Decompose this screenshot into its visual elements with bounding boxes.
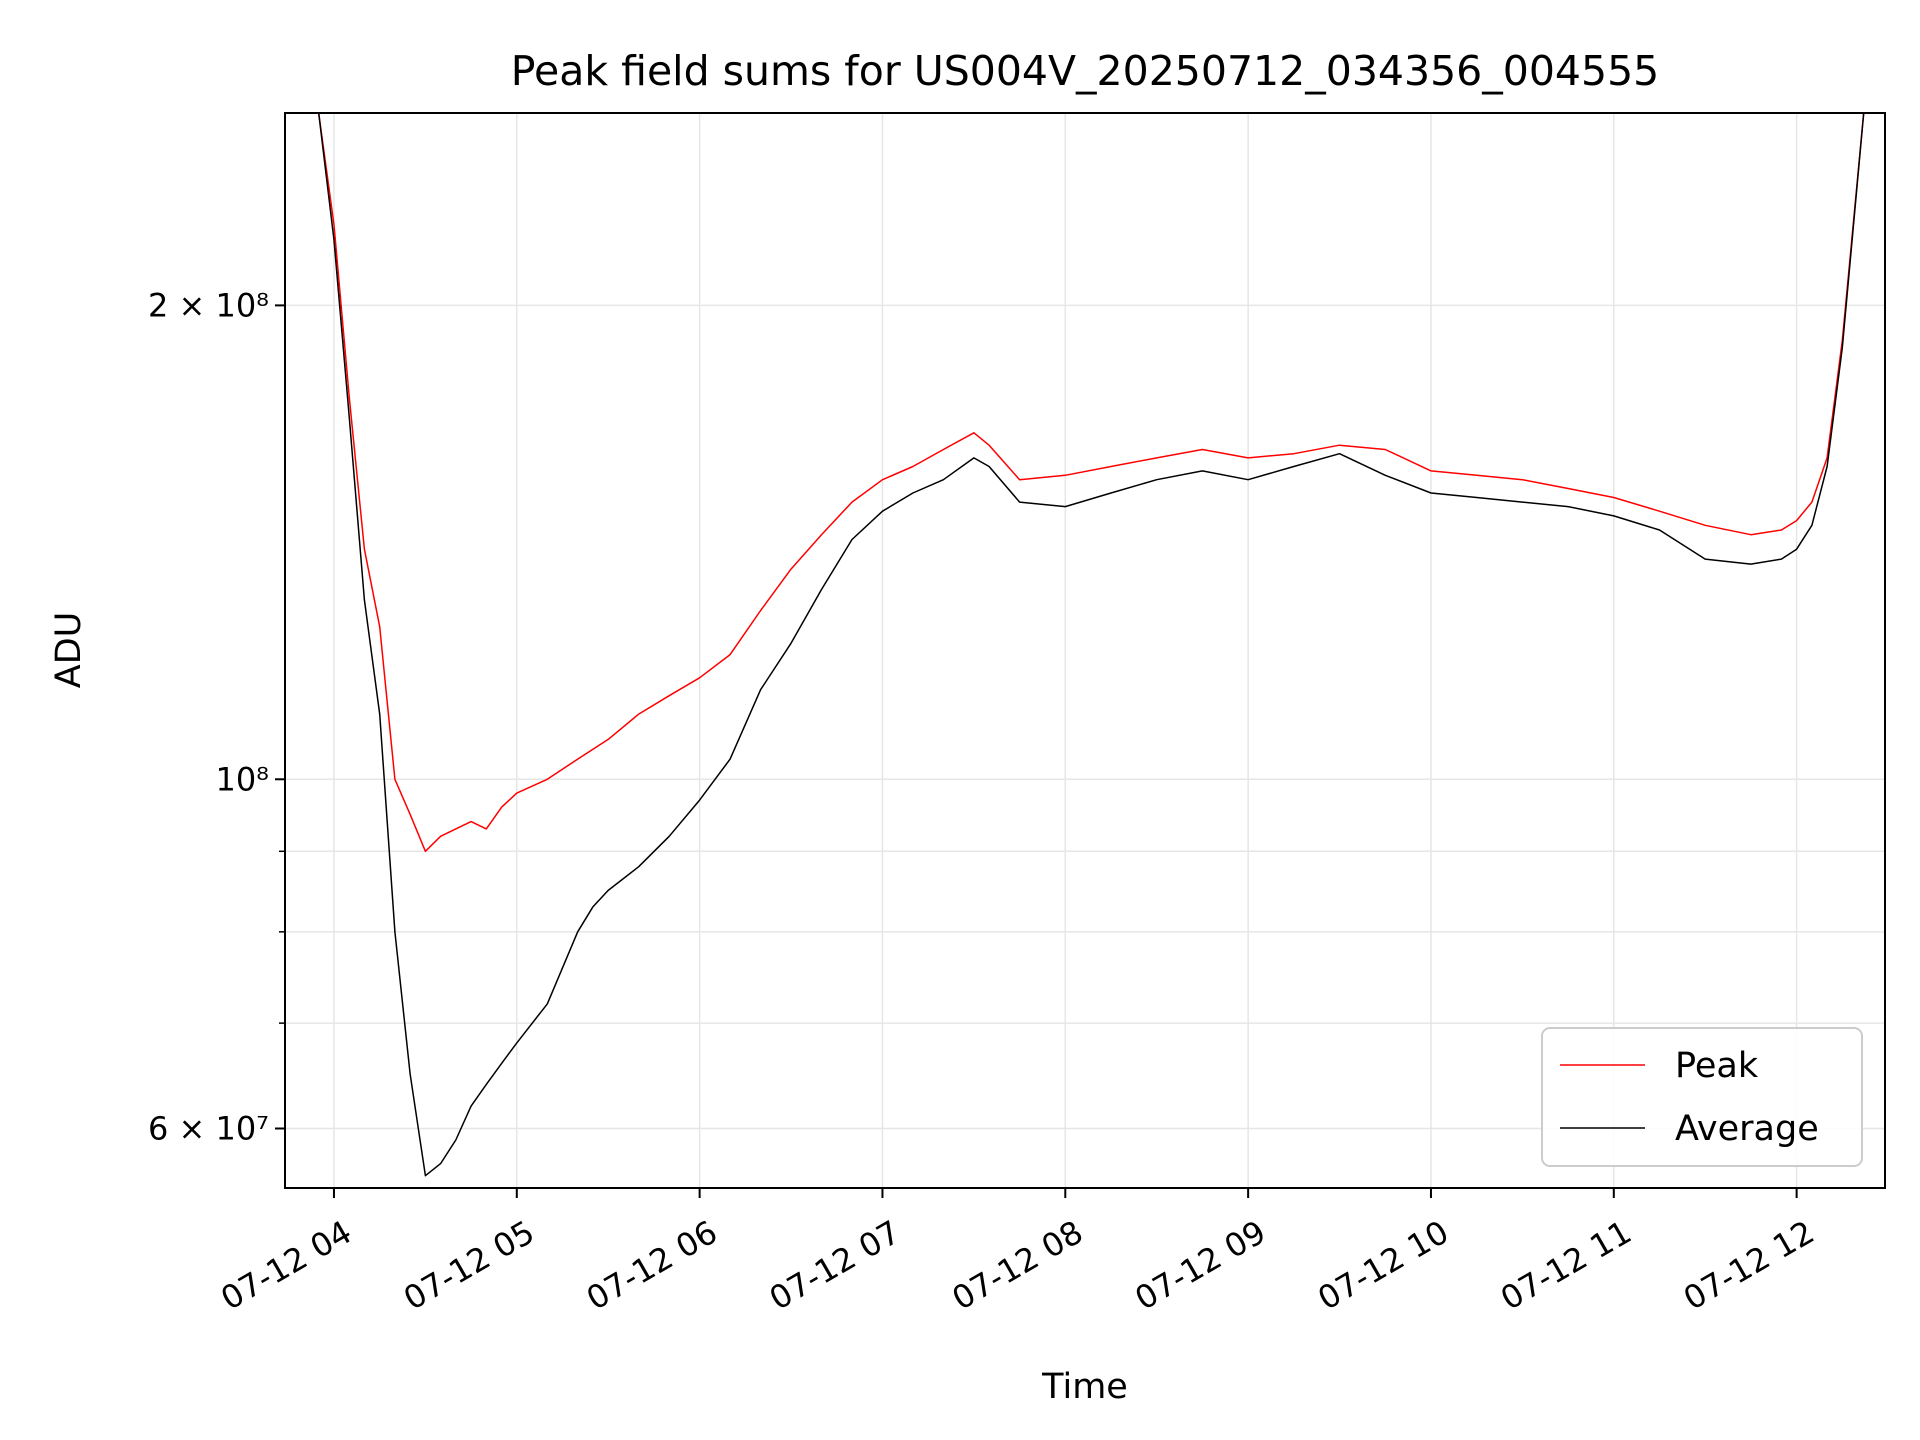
series-line-average bbox=[317, 113, 1865, 1177]
series-line-peak bbox=[317, 113, 1865, 853]
y-axis: 6 × 10⁷ 10⁸ 2 × 10⁸ bbox=[148, 286, 285, 1148]
legend: Peak Average bbox=[1541, 1027, 1863, 1167]
x-tick-label-2: 07-12 06 bbox=[580, 1213, 724, 1318]
y-tick-label-2: 2 × 10⁸ bbox=[148, 286, 269, 324]
x-axis: 07-12 04 07-12 05 07-12 06 07-12 07 07-12 08… bbox=[214, 1188, 1821, 1318]
grid-lines bbox=[285, 113, 1885, 1188]
x-tick-label-0: 07-12 04 bbox=[214, 1213, 358, 1318]
x-tick-label-6: 07-12 10 bbox=[1311, 1213, 1455, 1318]
legend-box bbox=[1541, 1027, 1863, 1167]
legend-label-peak: Peak bbox=[1675, 1046, 1759, 1086]
y-axis-label: ADU bbox=[49, 612, 89, 689]
chart-title: Peak field sums for US004V_20250712_0343… bbox=[511, 47, 1660, 95]
plot-frame bbox=[284, 112, 1886, 1189]
y-tick-label-0: 6 × 10⁷ bbox=[148, 1110, 269, 1148]
x-axis-label: Time bbox=[1041, 1367, 1128, 1407]
x-tick-label-8: 07-12 12 bbox=[1677, 1213, 1821, 1318]
x-tick-label-3: 07-12 07 bbox=[763, 1213, 907, 1318]
x-tick-label-4: 07-12 08 bbox=[946, 1213, 1090, 1318]
series-layer bbox=[317, 113, 1865, 1177]
y-tick-label-1: 10⁸ bbox=[215, 760, 269, 798]
legend-label-average: Average bbox=[1675, 1109, 1819, 1149]
x-tick-label-7: 07-12 11 bbox=[1494, 1213, 1638, 1318]
x-tick-label-5: 07-12 09 bbox=[1129, 1213, 1273, 1318]
x-tick-label-1: 07-12 05 bbox=[397, 1213, 541, 1318]
